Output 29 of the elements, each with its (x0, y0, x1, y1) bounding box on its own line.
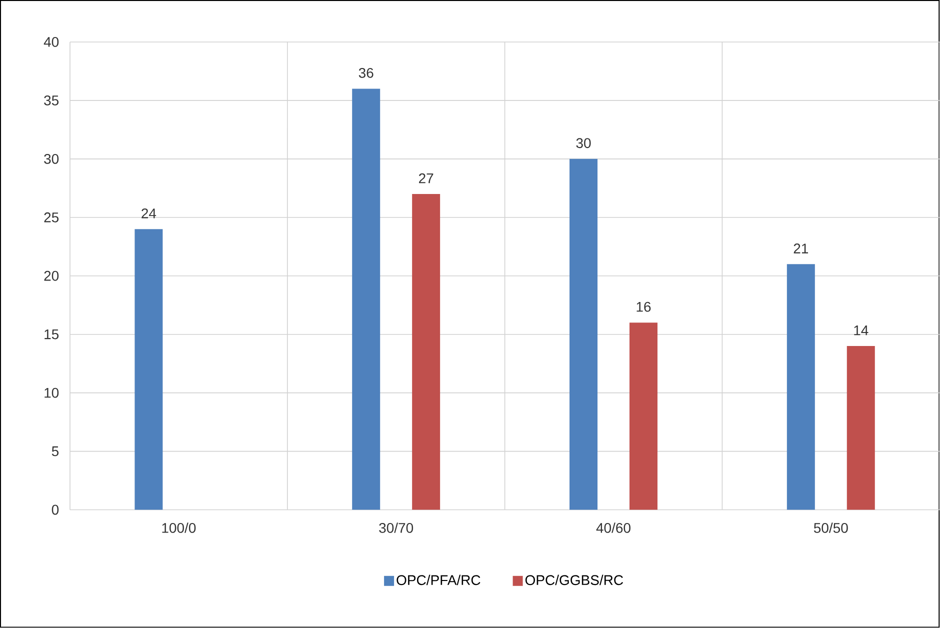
data-label: 27 (419, 174, 434, 184)
data-label: 24 (142, 208, 156, 218)
bar (846, 346, 875, 510)
data-label: 14 (854, 326, 868, 336)
bar (629, 322, 658, 510)
x-tick-label: 30/70 (379, 522, 414, 534)
data-label: 16 (636, 302, 651, 312)
y-tick-label: 10 (44, 388, 59, 398)
y-tick-label: 0 (52, 504, 59, 515)
y-tick-label: 15 (44, 330, 59, 340)
bar (352, 88, 380, 510)
data-label: 21 (794, 244, 808, 254)
y-tick-label: 25 (44, 212, 59, 222)
legend-label: OPC/PFA/RC (396, 574, 480, 586)
bar (786, 264, 815, 510)
x-tick-label: 50/50 (814, 522, 848, 534)
bar (412, 194, 440, 510)
data-label: 30 (576, 138, 591, 148)
x-tick-label: 100/0 (162, 522, 196, 534)
bar (570, 159, 598, 510)
x-tick-label: 40/60 (596, 522, 630, 534)
y-tick-label: 40 (44, 37, 59, 48)
y-tick-label: 30 (44, 154, 59, 164)
y-tick-label: 5 (52, 446, 59, 456)
y-tick-label: 20 (44, 271, 59, 281)
bar (134, 229, 163, 510)
y-tick-label: 35 (44, 96, 59, 106)
legend-label: OPC/GGBS/RC (525, 574, 624, 586)
data-label: 36 (358, 68, 374, 78)
